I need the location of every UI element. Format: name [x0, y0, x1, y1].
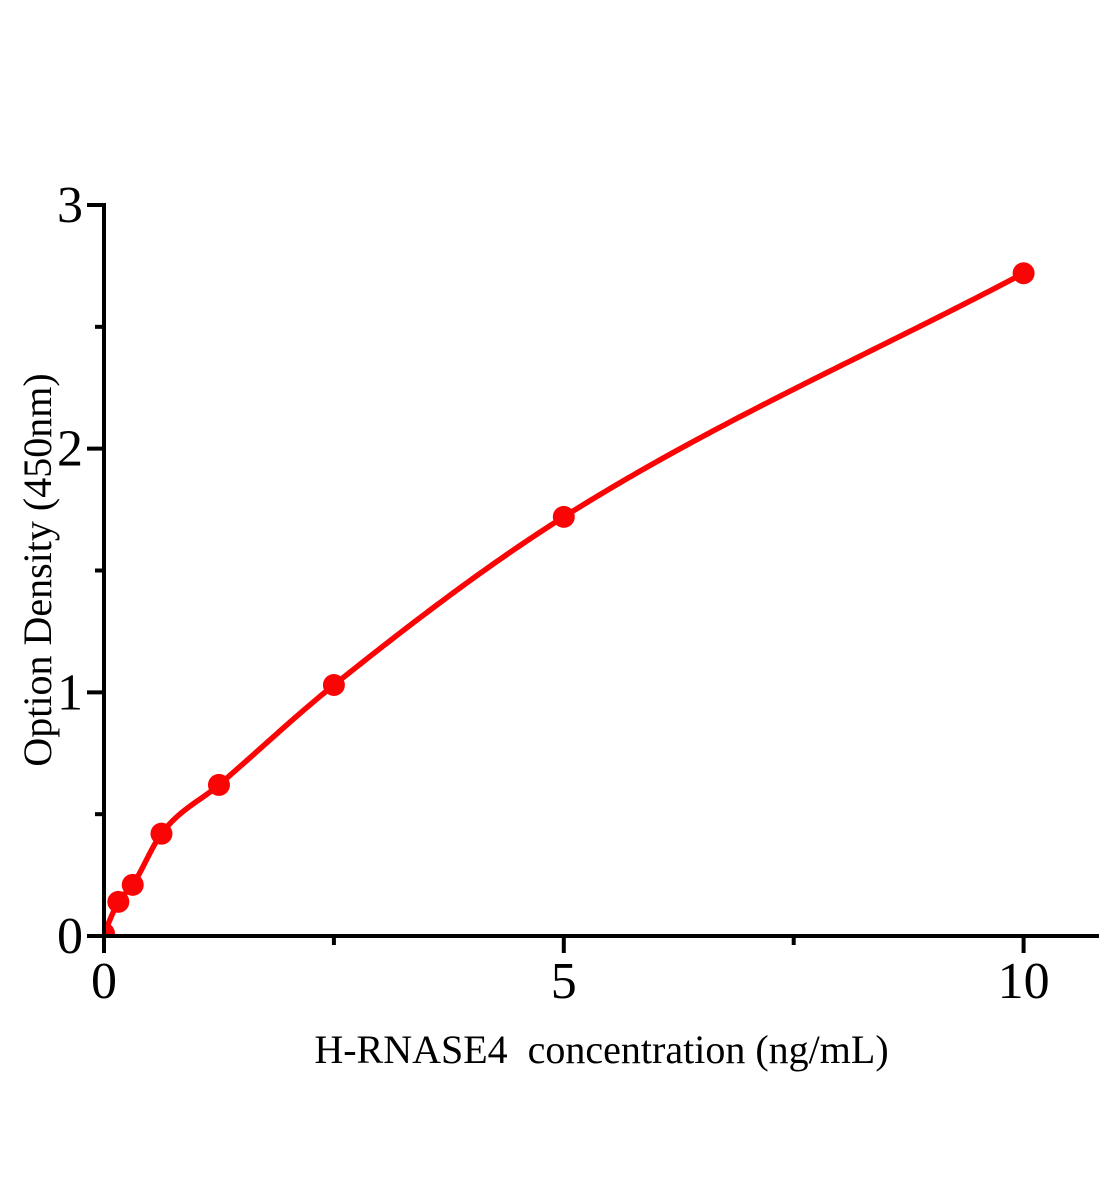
y-tick-label: 2	[57, 421, 83, 478]
fit-curve	[104, 270, 1027, 936]
data-point	[207, 773, 230, 796]
x-tick-label: 5	[551, 953, 577, 1010]
data-point	[150, 822, 173, 845]
data-point	[1012, 262, 1035, 285]
y-axis-title: Option Density (450nm)	[15, 373, 60, 767]
x-axis-title: H-RNASE4 concentration (ng/mL)	[314, 1027, 889, 1072]
data-point	[552, 505, 575, 528]
data-point	[121, 873, 144, 896]
data-point	[322, 674, 345, 697]
x-tick-label: 0	[91, 953, 117, 1010]
y-tick-label: 1	[57, 664, 83, 721]
data-point	[107, 890, 130, 913]
tick-labels-layer: 0 5 10 0 1 2 3	[57, 177, 1050, 1010]
y-tick-label: 3	[57, 177, 83, 234]
data-series-layer	[104, 262, 1035, 936]
axes-layer	[87, 203, 1099, 953]
data-point	[104, 922, 115, 936]
y-tick-label: 0	[57, 908, 83, 965]
x-tick-label: 10	[998, 953, 1050, 1010]
